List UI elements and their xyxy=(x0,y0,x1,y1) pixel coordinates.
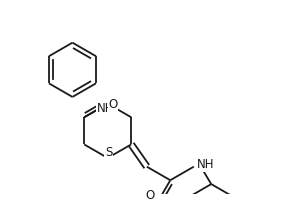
Text: O: O xyxy=(146,189,155,200)
Text: NH: NH xyxy=(97,102,115,115)
Text: NH: NH xyxy=(197,158,214,171)
Text: S: S xyxy=(105,146,112,159)
Text: O: O xyxy=(109,98,118,111)
